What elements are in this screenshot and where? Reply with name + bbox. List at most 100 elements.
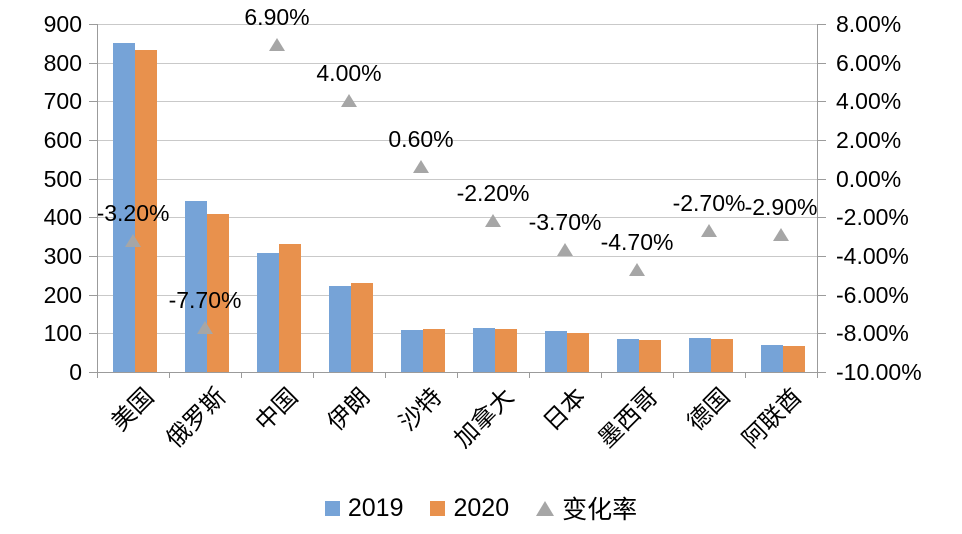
- category-label: 沙特: [394, 383, 448, 437]
- right-axis-tick-label: 6.00%: [836, 50, 902, 76]
- right-axis-tick-label: 8.00%: [836, 11, 902, 37]
- x-axis-tick: [313, 372, 314, 378]
- legend-item-变化率: 变化率: [536, 490, 637, 526]
- right-axis-tick: [818, 179, 826, 180]
- bar-2019: [689, 338, 711, 372]
- right-axis-tick-label: -10.00%: [836, 359, 922, 385]
- right-axis-tick: [818, 372, 826, 373]
- bar-2019: [761, 345, 783, 372]
- left-axis-tick: [89, 372, 97, 373]
- left-axis-tick: [89, 140, 97, 141]
- change-rate-label: 0.60%: [388, 126, 454, 152]
- change-rate-marker: [269, 38, 285, 51]
- gridline: [97, 217, 817, 218]
- left-axis-tick-label: 500: [43, 166, 82, 192]
- left-axis-tick: [89, 256, 97, 257]
- legend: 2019 2020 变化率: [0, 490, 962, 526]
- legend-triangle-swatch: [536, 500, 555, 516]
- change-rate-marker: [557, 243, 573, 256]
- bar-2019: [401, 330, 423, 372]
- right-axis-tick: [818, 63, 826, 64]
- bar-2020: [423, 329, 445, 372]
- right-axis-tick-label: -2.00%: [836, 204, 909, 230]
- gridline: [97, 295, 817, 296]
- right-axis-tick-label: -8.00%: [836, 320, 909, 346]
- bar-2020: [279, 244, 301, 372]
- bar-2020: [351, 283, 373, 372]
- bar-2019: [113, 43, 135, 372]
- category-label: 加拿大: [449, 383, 520, 454]
- left-axis-tick: [89, 24, 97, 25]
- right-axis-tick-label: 4.00%: [836, 88, 902, 114]
- left-axis-tick-label: 900: [43, 11, 82, 37]
- change-rate-label: -3.70%: [528, 209, 602, 235]
- left-axis-tick-label: 800: [43, 50, 82, 76]
- change-rate-label: -3.20%: [96, 200, 170, 226]
- category-label: 德国: [682, 383, 736, 437]
- gridline: [97, 24, 817, 25]
- category-label: 日本: [538, 383, 592, 437]
- legend-item-2020: 2020: [430, 494, 509, 523]
- bar-2020: [495, 329, 517, 372]
- x-axis-tick: [457, 372, 458, 378]
- x-axis-tick: [817, 372, 818, 378]
- bar-2020: [711, 339, 733, 372]
- x-axis-tick: [601, 372, 602, 378]
- x-axis-tick: [169, 372, 170, 378]
- category-label: 俄罗斯: [161, 383, 232, 454]
- left-axis-tick: [89, 101, 97, 102]
- gridline: [97, 63, 817, 64]
- legend-label: 2020: [453, 493, 510, 522]
- change-rate-label: 6.90%: [244, 4, 310, 30]
- left-axis-tick-label: 0: [69, 359, 82, 385]
- legend-item-2019: 2019: [324, 493, 404, 523]
- right-axis-tick: [818, 217, 826, 218]
- x-axis-tick: [385, 372, 386, 378]
- left-axis-tick-label: 200: [43, 282, 82, 308]
- change-rate-label: -2.20%: [456, 180, 530, 206]
- left-axis-tick: [89, 295, 97, 296]
- right-axis-tick-label: -4.00%: [836, 243, 909, 269]
- left-axis-line: [97, 24, 98, 378]
- left-axis-tick: [89, 333, 97, 334]
- left-axis-tick-label: 700: [43, 88, 82, 114]
- change-rate-marker: [197, 321, 213, 334]
- gridline: [97, 140, 817, 141]
- left-axis-tick: [89, 63, 97, 64]
- change-rate-marker: [701, 224, 717, 237]
- change-rate-label: -7.70%: [168, 287, 242, 313]
- gridline: [97, 101, 817, 102]
- change-rate-label: -2.90%: [744, 194, 818, 220]
- x-axis-tick: [97, 372, 98, 378]
- bar-2020: [783, 346, 805, 372]
- change-rate-label: -4.70%: [600, 229, 674, 255]
- legend-square-swatch: [430, 500, 446, 516]
- bar-2019: [473, 328, 495, 372]
- left-axis-tick: [89, 179, 97, 180]
- x-axis-tick: [529, 372, 530, 378]
- change-rate-marker: [413, 160, 429, 173]
- change-rate-label: -2.70%: [672, 190, 746, 216]
- right-axis-tick: [818, 24, 826, 25]
- change-rate-marker: [485, 214, 501, 227]
- change-rate-label: 4.00%: [316, 60, 382, 86]
- left-axis-tick-label: 400: [43, 204, 82, 230]
- bar-2019: [329, 286, 351, 372]
- right-axis-line: [817, 24, 818, 378]
- bar-2019: [617, 339, 639, 372]
- legend-label: 变化率: [562, 496, 638, 524]
- left-axis-tick-label: 100: [43, 320, 82, 346]
- right-axis-tick: [818, 140, 826, 141]
- bar-2019: [257, 253, 279, 372]
- gridline: [97, 333, 817, 334]
- category-label: 墨西哥: [593, 383, 664, 454]
- change-rate-marker: [341, 94, 357, 107]
- category-label: 阿联酋: [737, 383, 808, 454]
- right-axis-tick: [818, 295, 826, 296]
- bar-2019: [545, 331, 567, 372]
- x-axis-tick: [673, 372, 674, 378]
- legend-label: 2019: [347, 493, 404, 522]
- category-label: 美国: [106, 383, 160, 437]
- category-label: 伊朗: [322, 383, 376, 437]
